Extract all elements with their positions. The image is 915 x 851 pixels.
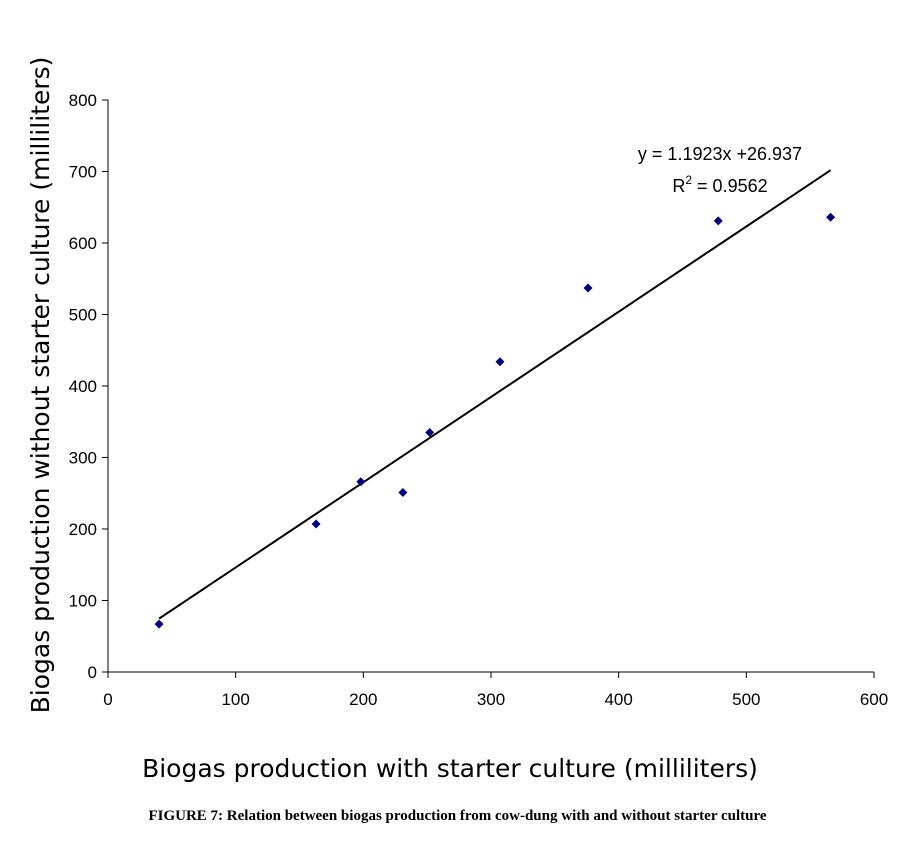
trendline xyxy=(158,169,832,620)
r-squared-superscript: 2 xyxy=(685,173,692,187)
figure-caption: FIGURE 7: Relation between biogas produc… xyxy=(148,808,767,824)
y-tick-label: 100 xyxy=(69,592,97,611)
trendline-group xyxy=(158,169,832,620)
y-tick-label: 300 xyxy=(69,449,97,468)
x-tick-label: 0 xyxy=(103,690,112,709)
x-tick-label: 300 xyxy=(477,690,505,709)
data-point xyxy=(713,216,723,226)
y-tick-label: 200 xyxy=(69,520,97,539)
data-point xyxy=(154,619,164,629)
data-point xyxy=(398,488,408,498)
x-axis-ticks: 0 100 200 300 400 500 600 xyxy=(103,672,888,709)
x-tick-label: 400 xyxy=(604,690,632,709)
y-axis-ticks: 0 100 200 300 400 500 600 700 800 xyxy=(69,91,108,682)
y-tick-label: 400 xyxy=(69,377,97,396)
x-tick-label: 100 xyxy=(221,690,249,709)
data-point xyxy=(495,357,505,367)
data-points xyxy=(154,212,836,629)
r-squared-prefix: R xyxy=(672,176,685,196)
data-point xyxy=(425,427,435,437)
x-tick-label: 500 xyxy=(732,690,760,709)
x-tick-label: 600 xyxy=(860,690,888,709)
x-axis-title: Biogas production with starter culture (… xyxy=(142,754,758,783)
x-tick-label: 200 xyxy=(349,690,377,709)
r-squared-label: R2 = 0.9562 xyxy=(672,173,767,196)
y-tick-label: 0 xyxy=(88,663,97,682)
trendline-equation: y = 1.1923x +26.937 xyxy=(638,144,802,164)
y-axis-title: Biogas production without starter cultur… xyxy=(26,57,55,714)
y-tick-label: 500 xyxy=(69,306,97,325)
y-tick-label: 700 xyxy=(69,163,97,182)
y-tick-label: 600 xyxy=(69,234,97,253)
data-point xyxy=(826,212,836,222)
r-squared-value: = 0.9562 xyxy=(692,176,768,196)
data-point xyxy=(311,519,321,529)
y-tick-label: 800 xyxy=(69,91,97,110)
data-point xyxy=(356,477,366,487)
data-point xyxy=(583,283,593,293)
